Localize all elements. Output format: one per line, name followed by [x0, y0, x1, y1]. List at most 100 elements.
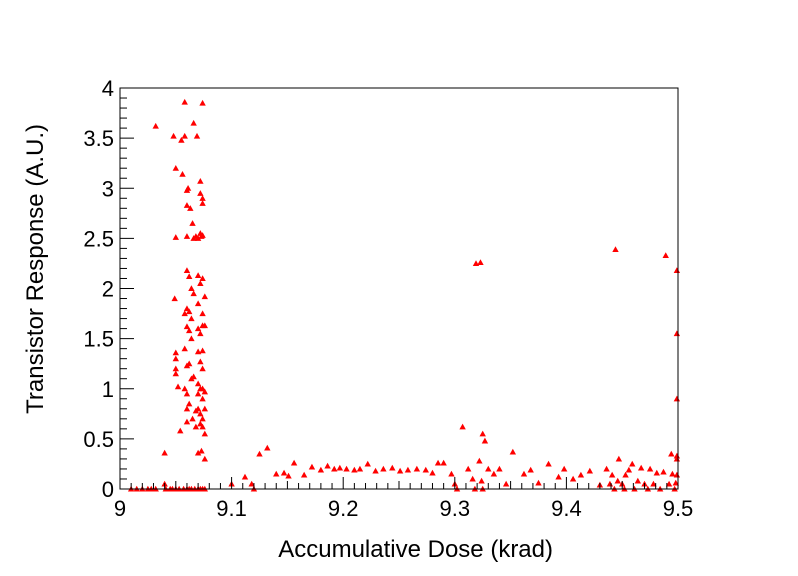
- data-point: [183, 418, 191, 425]
- data-point: [174, 383, 182, 390]
- data-point: [179, 171, 186, 177]
- data-point: [187, 205, 194, 211]
- data-point: [190, 290, 197, 297]
- data-point: [181, 310, 188, 317]
- data-point: [185, 327, 193, 334]
- data-point: [181, 385, 188, 392]
- data-point: [665, 480, 673, 487]
- data-point: [502, 480, 510, 487]
- y-tick-label: 3: [102, 176, 114, 201]
- data-point: [343, 465, 350, 472]
- data-point: [201, 430, 209, 437]
- data-point: [199, 232, 206, 238]
- y-tick-label: 2: [102, 277, 114, 302]
- data-point: [197, 178, 204, 184]
- data-point: [472, 260, 480, 266]
- data-point: [198, 447, 205, 454]
- data-point: [194, 390, 202, 397]
- data-point: [172, 234, 179, 240]
- data-point: [608, 471, 616, 478]
- data-point: [183, 233, 191, 239]
- data-point: [192, 423, 200, 430]
- y-tick-label: 0.5: [83, 427, 114, 452]
- x-tick-label: 9.3: [440, 496, 471, 521]
- data-point: [194, 235, 202, 241]
- data-point: [197, 358, 204, 365]
- data-point: [197, 190, 204, 196]
- data-point: [660, 468, 667, 475]
- data-point: [477, 259, 484, 265]
- data-point: [413, 465, 421, 472]
- data-point: [285, 472, 292, 479]
- data-point: [172, 349, 179, 356]
- data-point: [194, 380, 202, 387]
- data-point: [183, 405, 191, 412]
- data-point: [535, 479, 542, 486]
- data-point: [194, 348, 202, 355]
- data-point: [181, 98, 188, 105]
- data-point: [201, 405, 209, 412]
- data-point: [172, 165, 179, 171]
- x-tick-label: 9.1: [216, 496, 247, 521]
- data-point: [324, 462, 331, 469]
- data-point: [464, 465, 472, 472]
- data-point: [172, 370, 179, 377]
- data-point: [476, 457, 483, 464]
- data-point: [673, 267, 681, 274]
- data-point: [300, 471, 308, 478]
- data-point: [199, 365, 206, 372]
- data-point: [199, 310, 206, 317]
- data-point: [171, 295, 178, 302]
- data-point: [199, 347, 206, 354]
- data-point: [188, 335, 195, 342]
- data-point: [396, 467, 404, 474]
- data-point: [404, 466, 412, 473]
- data-point: [646, 465, 654, 472]
- data-point: [194, 405, 202, 412]
- data-point: [194, 272, 202, 279]
- data-point: [496, 465, 503, 472]
- data-point: [201, 455, 209, 462]
- data-point: [509, 448, 517, 455]
- x-tick-label: 9: [114, 496, 126, 521]
- data-point: [669, 470, 676, 477]
- data-point: [668, 450, 675, 457]
- data-point: [199, 195, 206, 201]
- data-point: [637, 464, 645, 471]
- data-point: [555, 473, 562, 480]
- data-point: [577, 471, 585, 478]
- data-point: [183, 323, 191, 330]
- x-tick-label: 9.5: [663, 496, 694, 521]
- data-point: [199, 200, 206, 206]
- data-point: [190, 373, 197, 380]
- data-point: [440, 459, 447, 466]
- data-point: [560, 465, 568, 472]
- data-point: [172, 365, 179, 372]
- data-point: [181, 345, 188, 352]
- y-tick-label: 3.5: [83, 126, 114, 151]
- x-tick-label: 9.2: [328, 496, 359, 521]
- data-point: [653, 469, 660, 476]
- data-point: [520, 470, 528, 477]
- data-point: [351, 466, 358, 473]
- data-point: [194, 300, 202, 307]
- x-axis-ticks: 9 9.1 9.2 9.3 9.4 9.5: [114, 477, 693, 521]
- data-point: [181, 132, 188, 139]
- data-point: [625, 466, 633, 473]
- data-point: [190, 119, 197, 126]
- data-point: [372, 467, 379, 474]
- data-point: [586, 467, 594, 474]
- data-point: [199, 99, 206, 106]
- data-point: [264, 444, 271, 451]
- data-point: [545, 460, 552, 467]
- data-point: [201, 322, 209, 329]
- y-tick-label: 2.5: [83, 226, 114, 251]
- data-point: [673, 471, 681, 478]
- data-point: [177, 427, 184, 434]
- data-point: [673, 330, 681, 337]
- data-point: [673, 395, 681, 402]
- data-point: [273, 470, 280, 477]
- y-axis-ticks: 0 0.5 1 1.5 2 2.5 3 3.5 4: [83, 76, 134, 502]
- y-tick-label: 0: [102, 477, 114, 502]
